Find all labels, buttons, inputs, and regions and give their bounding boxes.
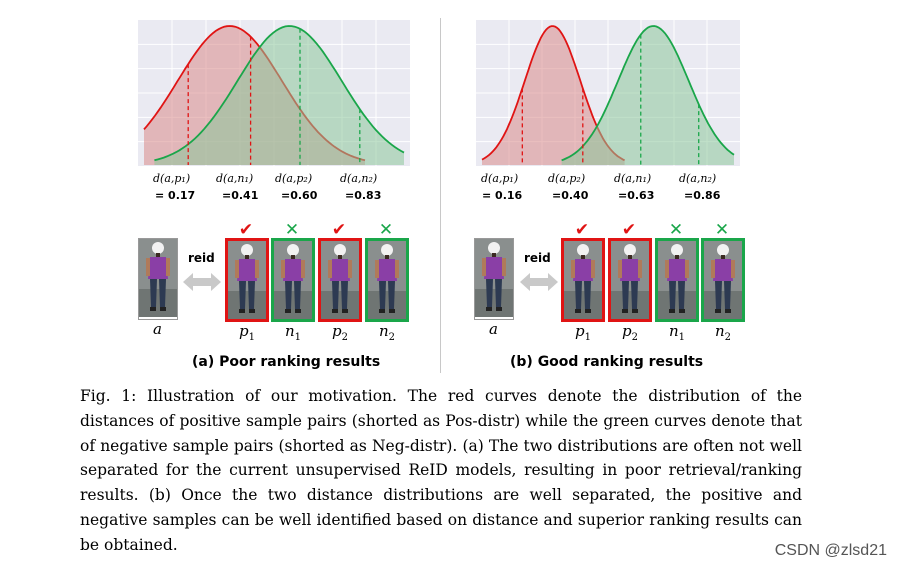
distance-label: d(a,p₂) xyxy=(275,172,313,185)
query-image xyxy=(138,238,178,320)
distribution-fill xyxy=(154,26,404,165)
subcaption-b: (b) Good ranking results xyxy=(510,354,704,370)
distribution-plot-b xyxy=(476,20,740,166)
cross-icon: ✕ xyxy=(714,220,730,240)
candidate-name: p1 xyxy=(239,322,255,343)
watermark: CSDN @zlsd21 xyxy=(774,542,887,559)
candidate-image xyxy=(365,238,409,322)
figure-caption: Fig. 1: Illustration of our motivation. … xyxy=(80,387,802,554)
distance-label: d(a,p₂) xyxy=(548,172,586,185)
candidate-name: n2 xyxy=(714,322,732,343)
distance-label: d(a,p₁) xyxy=(153,172,191,185)
candidate-name: p2 xyxy=(332,322,348,343)
double-arrow-icon xyxy=(183,273,221,291)
distance-label: d(a,n₁) xyxy=(614,172,652,185)
query-image xyxy=(474,238,514,320)
candidate-name: n1 xyxy=(668,322,686,343)
panel-poor-ranking: d(a,p₁) = 0.17 d(a,n₁) =0.41 d(a,p₂) =0.… xyxy=(0,0,440,380)
distance-value: = 0.17 xyxy=(155,189,196,202)
cross-icon: ✕ xyxy=(284,220,300,240)
distance-value: =0.83 xyxy=(345,189,382,202)
query-name: a xyxy=(489,320,498,338)
distribution-fill xyxy=(482,26,625,165)
neg-distribution-curve xyxy=(561,25,735,162)
distance-label: d(a,n₂) xyxy=(679,172,717,185)
panel-good-ranking: d(a,p₁) = 0.16 d(a,p₂) =0.40 d(a,n₁) =0.… xyxy=(442,0,899,380)
check-icon: ✔ xyxy=(574,220,590,240)
candidate-image xyxy=(655,238,699,322)
distribution-fill xyxy=(561,26,734,165)
distance-value: = 0.16 xyxy=(482,189,523,202)
distance-label: d(a,p₁) xyxy=(481,172,519,185)
distribution-plot-a xyxy=(138,20,410,166)
candidate-name: p2 xyxy=(622,322,638,343)
distance-label: d(a,n₂) xyxy=(340,172,378,185)
cross-icon: ✕ xyxy=(378,220,394,240)
distance-value: =0.63 xyxy=(618,189,655,202)
cross-icon: ✕ xyxy=(668,220,684,240)
candidate-image xyxy=(608,238,652,322)
reid-label: reid xyxy=(188,251,215,265)
distance-value: =0.60 xyxy=(281,189,318,202)
candidate-image xyxy=(318,238,362,322)
candidate-name: n2 xyxy=(378,322,396,343)
panel-divider xyxy=(440,18,441,373)
neg-distribution-curve xyxy=(154,25,405,162)
distance-value: =0.41 xyxy=(222,189,259,202)
candidate-name: p1 xyxy=(575,322,591,343)
check-icon: ✔ xyxy=(238,220,254,240)
candidate-name: n1 xyxy=(284,322,302,343)
distance-value: =0.40 xyxy=(552,189,589,202)
candidate-image xyxy=(271,238,315,322)
distance-label: d(a,n₁) xyxy=(216,172,254,185)
candidate-image xyxy=(561,238,605,322)
distance-value: =0.86 xyxy=(684,189,721,202)
subcaption-a: (a) Poor ranking results xyxy=(192,354,381,370)
query-name: a xyxy=(153,320,162,338)
check-icon: ✔ xyxy=(331,220,347,240)
candidate-image xyxy=(701,238,745,322)
double-arrow-icon xyxy=(520,273,558,291)
reid-label: reid xyxy=(524,251,551,265)
check-icon: ✔ xyxy=(621,220,637,240)
candidate-image xyxy=(225,238,269,322)
